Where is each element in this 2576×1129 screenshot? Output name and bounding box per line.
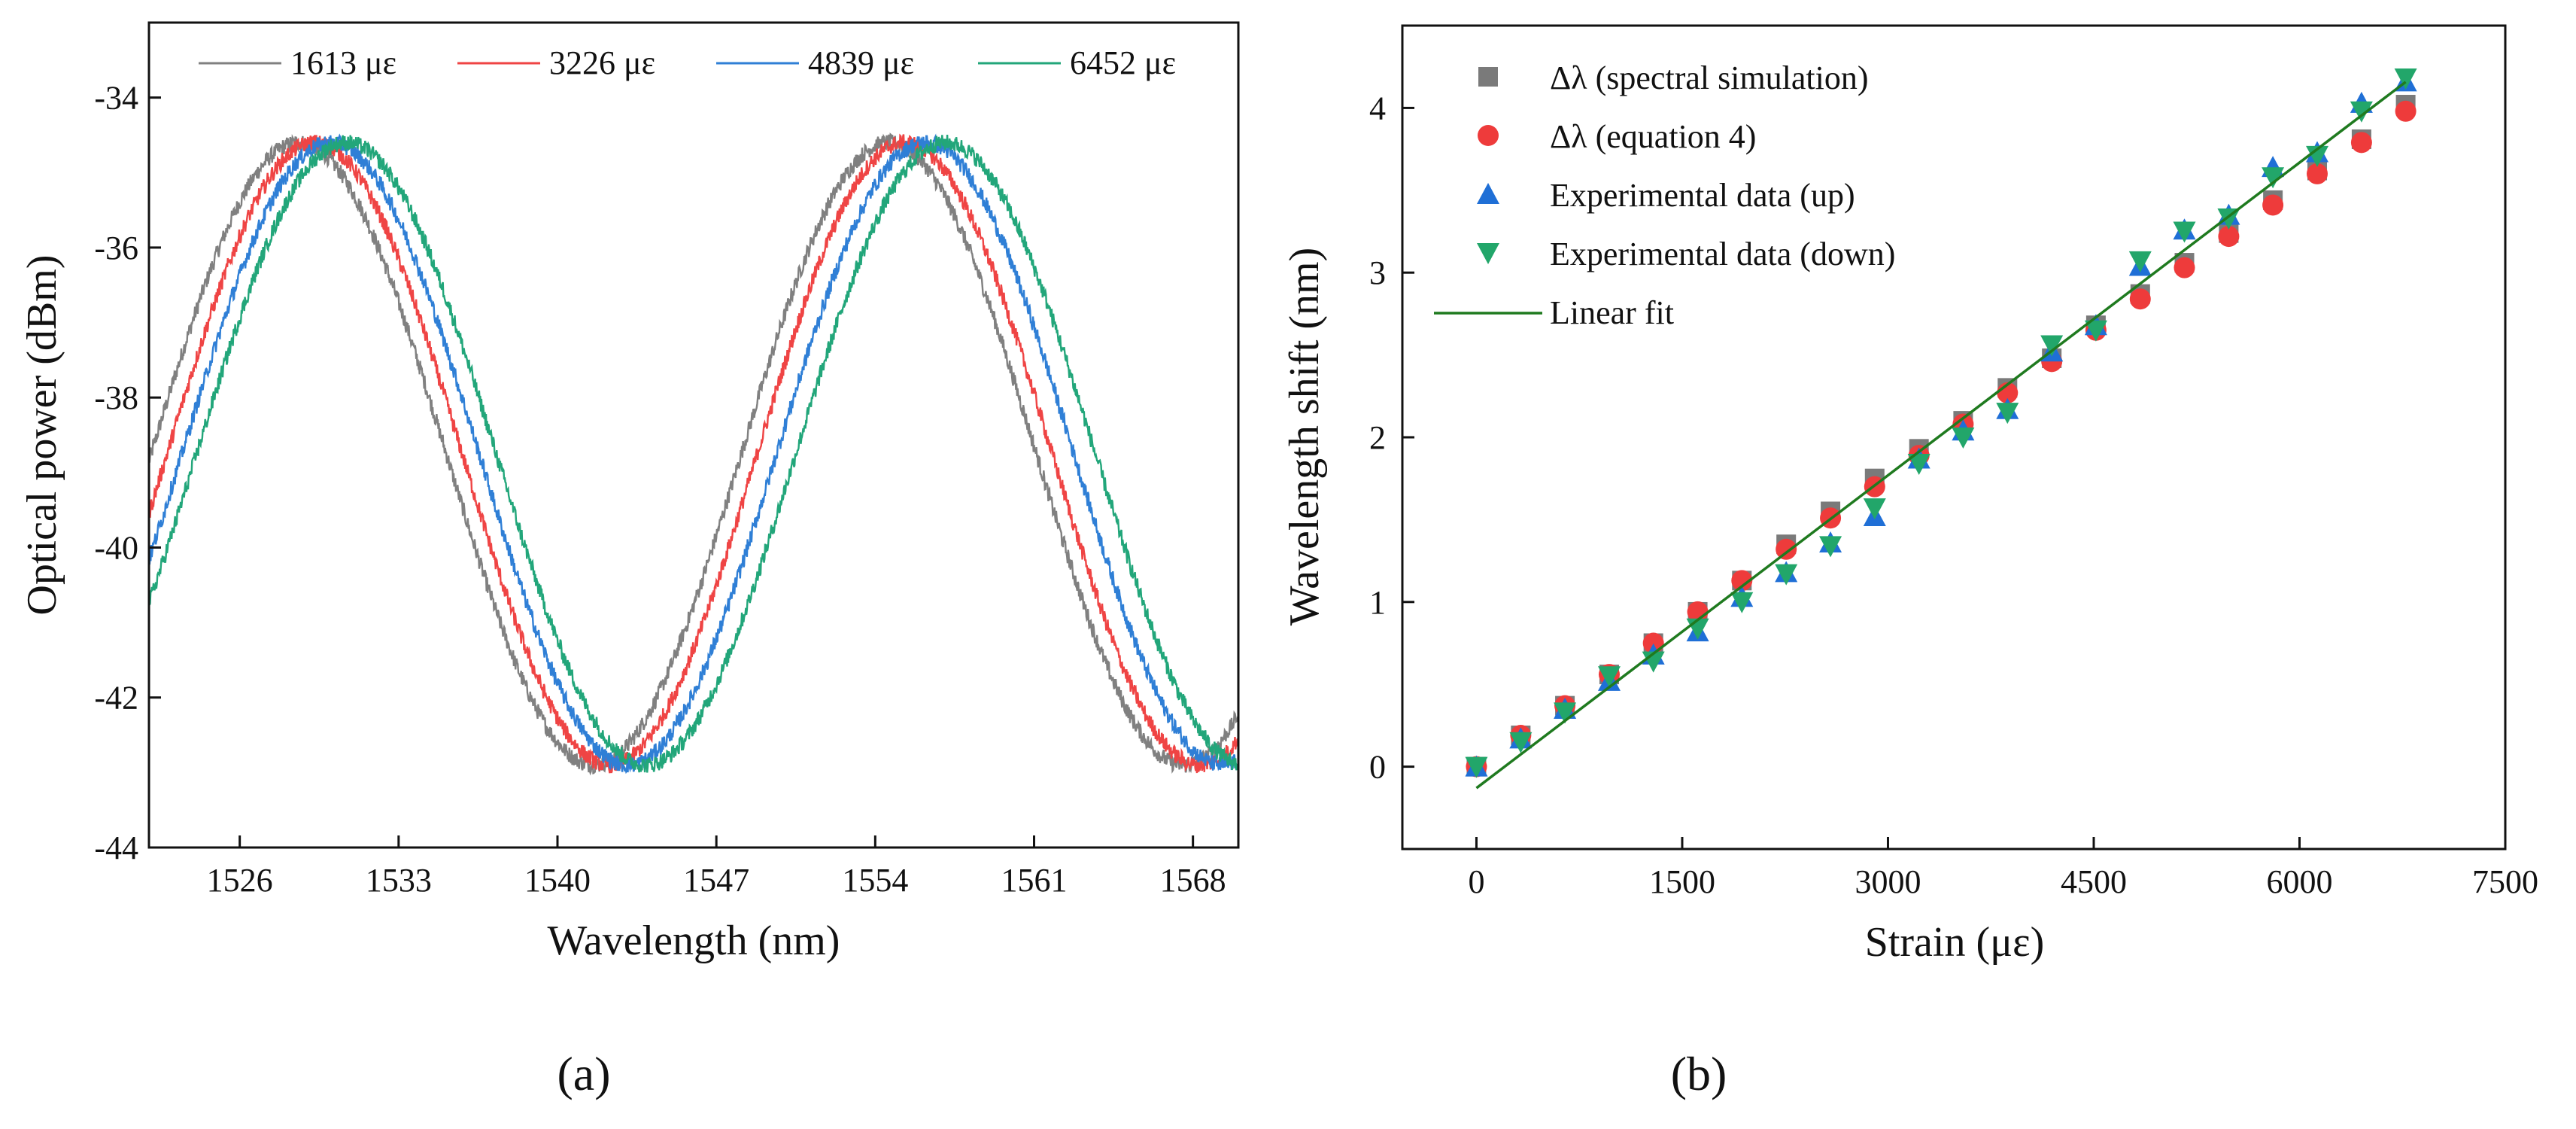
panel-a-series-line-3 (149, 133, 1238, 774)
panel-b-y-axis-title: Wavelength shift (nm) (1281, 248, 1328, 625)
panel-b-point-triangle-down (1509, 732, 1533, 753)
panel-b-point-triangle-down (1819, 536, 1842, 558)
panel-b-point-triangle-down (2394, 68, 2417, 90)
panel-b-y-tick-label: 1 (1369, 584, 1386, 621)
panel-b-point-circle (2395, 100, 2417, 122)
panel-b-y-tick-label: 4 (1369, 90, 1386, 126)
panel-b-legend-marker (1477, 183, 1499, 204)
panel-b-point-circle (1776, 538, 1797, 560)
panel-a-y-tick-label: -34 (94, 80, 138, 117)
panel-b-y-tick-label: 3 (1369, 254, 1386, 291)
panel-a-x-tick-label: 1568 (1160, 862, 1226, 899)
panel-b-y-tick-label: 2 (1369, 419, 1386, 456)
panel-b-point-circle (2129, 288, 2151, 310)
panel-b-legend: Δλ (spectral simulation) Δλ (equation 4) E… (1434, 59, 1895, 331)
panel-b-point-triangle-down (1907, 454, 1930, 476)
panel-b-point-triangle-down (1952, 428, 1975, 449)
panel-b-point-triangle-down (2262, 167, 2285, 189)
panel-b-x-tick-label: 6000 (2266, 863, 2332, 900)
panel-b-point-triangle-down (1554, 702, 1577, 724)
panel-b-legend-label: Δλ (spectral simulation) (1550, 59, 1869, 96)
panel-b-y-tick-label: 0 (1369, 749, 1386, 786)
panel-b-point-triangle-down (1597, 666, 1621, 688)
panel-a-legend-label: 1613 με (290, 44, 396, 81)
panel-a-x-axis-title: Wavelength (nm) (548, 918, 840, 964)
panel-b-legend-marker (1477, 243, 1499, 264)
panel-a-y-axis-title: Optical power (dBm) (19, 255, 65, 616)
panel-b-legend-label: Δλ (equation 4) (1550, 118, 1756, 155)
panel-b-point-circle (2350, 132, 2372, 154)
panel-b-point-triangle-down (1775, 564, 1798, 586)
panel-b-x-tick-label: 4500 (2061, 863, 2127, 900)
panel-b-point-circle (2307, 163, 2328, 184)
panel-b-linear-fit-line (1475, 81, 2407, 790)
panel-b-legend-label: Experimental data (down) (1550, 236, 1895, 272)
panel-a-x-tick-label: 1554 (842, 862, 908, 899)
panel-b-point-circle (2218, 226, 2240, 248)
panel-a-y-tick-label: -40 (94, 529, 138, 566)
panel-b-point-circle (2174, 257, 2195, 278)
panel-a-legend-label: 3226 με (549, 44, 655, 81)
panel-a-legend-label: 4839 με (808, 44, 914, 81)
panel-b-x-tick-label: 3000 (1855, 863, 1921, 900)
panel-b-point-triangle-down (2350, 101, 2373, 123)
panel-a-x-tick-label: 1540 (524, 862, 591, 899)
panel-b-point-triangle-down (2306, 145, 2329, 167)
panel-a-spectrum-chart: 1526 1533 1540 1547 1554 1561 1568 -44 -42 -40 -3… (19, 21, 1240, 964)
panel-b-point-triangle-down (2040, 335, 2064, 357)
panel-b-point-triangle-down (1996, 403, 2019, 425)
panel-b-point-triangle-down (1465, 756, 1488, 778)
panel-a-x-tick-label: 1561 (1001, 862, 1068, 899)
panel-a-x-tick-label: 1526 (207, 862, 273, 899)
panel-a-series-line-4 (149, 134, 1238, 773)
panel-b-legend-marker (1478, 67, 1498, 87)
panel-b-legend-fit-label: Linear fit (1550, 294, 1674, 331)
panel-b-point-triangle-down (2173, 221, 2196, 243)
panel-b-point-triangle-down (1730, 592, 1754, 613)
panel-b-point-triangle-down (2084, 320, 2107, 342)
panel-b-legend-marker (1478, 125, 1499, 146)
panel-a-plot-frame (147, 21, 1240, 849)
panel-b-legend-label: Experimental data (up) (1550, 177, 1855, 214)
panel-a-x-tick-label: 1547 (683, 862, 749, 899)
panel-a-label: (a) (557, 1047, 610, 1100)
panel-a-y-tick-label: -42 (94, 680, 138, 717)
panel-a-y-tick-label: -38 (94, 379, 138, 416)
panel-b-point-circle (2262, 194, 2284, 216)
panel-b-x-axis-title: Strain (με) (1865, 919, 2045, 966)
panel-b-x-tick-label: 1500 (1649, 863, 1715, 900)
panel-a-y-tick-label: -36 (94, 230, 138, 266)
panel-b-point-triangle-down (2128, 251, 2152, 272)
panel-b-point-triangle-down (1863, 498, 1886, 520)
panel-b-x-tick-label: 0 (1468, 863, 1484, 900)
panel-a-legend: 1613 με 3226 με 4839 με 6452 με (199, 44, 1176, 81)
panel-a-legend-label: 6452 με (1070, 44, 1176, 81)
panel-a-y-tick-label: -44 (94, 829, 138, 866)
panel-b-label: (b) (1671, 1047, 1727, 1100)
panel-a-x-tick-label: 1533 (366, 862, 432, 899)
panel-b-x-tick-label: 7500 (2472, 863, 2538, 900)
panel-b-point-circle (1731, 570, 1753, 592)
